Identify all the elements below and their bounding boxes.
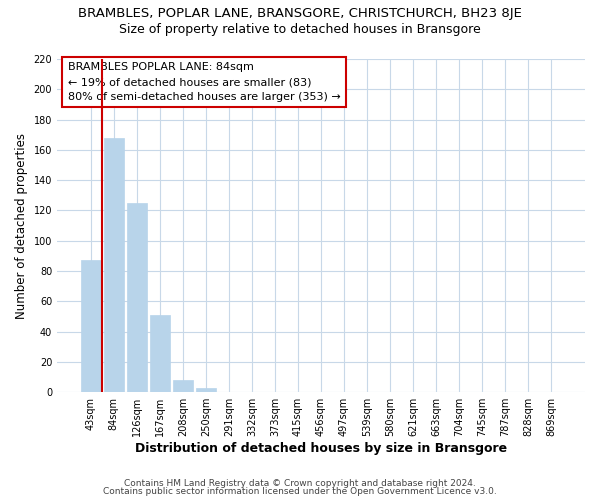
Bar: [150, 315, 170, 392]
Bar: [104, 138, 124, 392]
Text: Size of property relative to detached houses in Bransgore: Size of property relative to detached ho…: [119, 22, 481, 36]
Bar: [81, 260, 101, 392]
Y-axis label: Number of detached properties: Number of detached properties: [15, 132, 28, 318]
Bar: [196, 388, 216, 392]
Text: Contains HM Land Registry data © Crown copyright and database right 2024.: Contains HM Land Registry data © Crown c…: [124, 478, 476, 488]
Bar: [173, 380, 193, 392]
Text: BRAMBLES, POPLAR LANE, BRANSGORE, CHRISTCHURCH, BH23 8JE: BRAMBLES, POPLAR LANE, BRANSGORE, CHRIST…: [78, 8, 522, 20]
Text: BRAMBLES POPLAR LANE: 84sqm
← 19% of detached houses are smaller (83)
80% of sem: BRAMBLES POPLAR LANE: 84sqm ← 19% of det…: [68, 62, 340, 102]
Text: Contains public sector information licensed under the Open Government Licence v3: Contains public sector information licen…: [103, 487, 497, 496]
X-axis label: Distribution of detached houses by size in Bransgore: Distribution of detached houses by size …: [135, 442, 507, 455]
Bar: [127, 203, 146, 392]
